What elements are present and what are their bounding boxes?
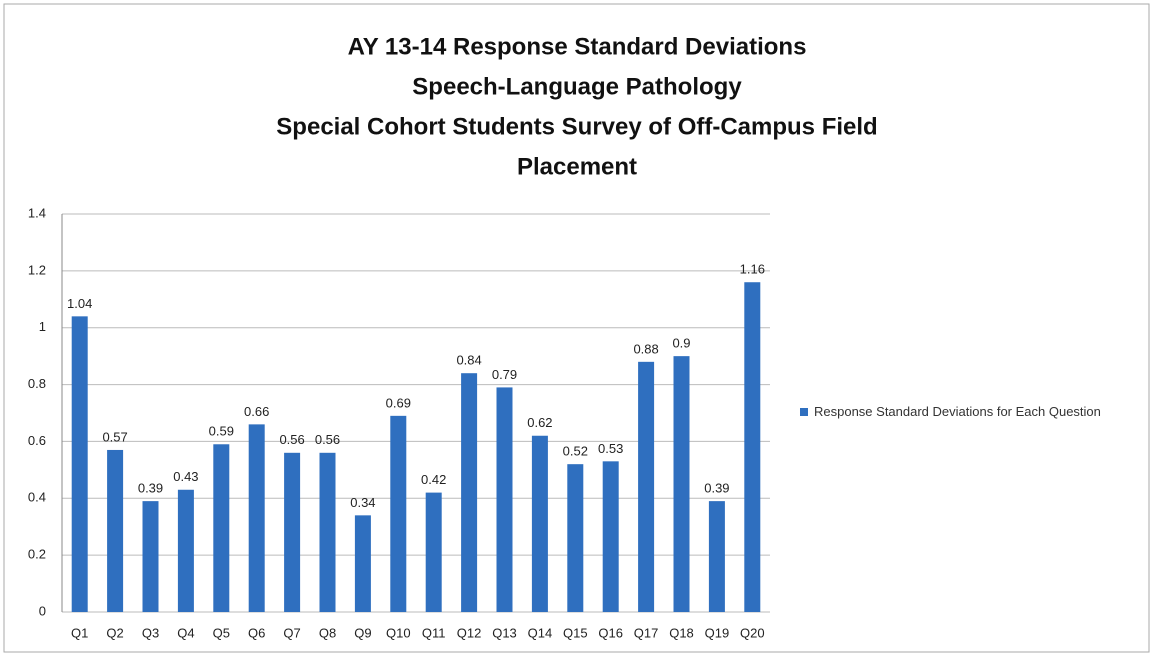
bar [531, 435, 548, 612]
data-label: 0.52 [563, 444, 588, 459]
bar [744, 282, 761, 612]
data-label: 0.62 [527, 415, 552, 430]
x-tick-label: Q19 [705, 625, 730, 640]
x-tick-label: Q7 [283, 625, 300, 640]
chart-title: Placement [517, 153, 637, 180]
y-tick-label: 0.8 [28, 376, 46, 391]
data-label: 1.16 [740, 262, 765, 277]
data-label: 0.59 [209, 424, 234, 439]
x-tick-label: Q13 [492, 625, 517, 640]
bar [71, 316, 88, 612]
data-label: 0.84 [456, 353, 481, 368]
y-tick-label: 0.2 [28, 547, 46, 562]
chart-title: Speech-Language Pathology [412, 73, 742, 100]
x-tick-label: Q4 [177, 625, 194, 640]
legend: Response Standard Deviations for Each Qu… [800, 402, 1153, 422]
bar [425, 492, 442, 612]
bar [390, 415, 407, 612]
y-tick-label: 0.4 [28, 490, 46, 505]
data-label: 0.57 [102, 429, 127, 444]
bar [567, 464, 584, 612]
x-tick-label: Q18 [669, 625, 694, 640]
legend-label: Response Standard Deviations for Each Qu… [814, 404, 1101, 419]
x-tick-label: Q12 [457, 625, 482, 640]
x-tick-label: Q9 [354, 625, 371, 640]
data-label: 0.79 [492, 367, 517, 382]
bar [638, 361, 655, 612]
x-tick-label: Q6 [248, 625, 265, 640]
x-tick-label: Q10 [386, 625, 411, 640]
x-tick-label: Q5 [213, 625, 230, 640]
bar [319, 452, 336, 612]
data-label: 0.53 [598, 441, 623, 456]
x-tick-label: Q3 [142, 625, 159, 640]
data-label: 0.34 [350, 495, 375, 510]
data-label: 0.42 [421, 472, 446, 487]
bar [107, 449, 124, 612]
x-tick-label: Q8 [319, 625, 336, 640]
data-label: 0.56 [315, 432, 340, 447]
bar [708, 501, 725, 612]
data-label: 0.43 [173, 469, 198, 484]
y-tick-label: 0 [39, 603, 46, 618]
y-tick-label: 1.2 [28, 262, 46, 277]
data-label: 0.56 [279, 432, 304, 447]
x-tick-label: Q11 [422, 625, 446, 640]
y-tick-label: 1.4 [28, 205, 46, 220]
x-tick-label: Q17 [634, 625, 659, 640]
data-label: 0.66 [244, 404, 269, 419]
data-label: 0.39 [704, 481, 729, 496]
legend-key [800, 408, 808, 416]
chart-title: AY 13-14 Response Standard Deviations [348, 33, 807, 60]
x-tick-label: Q16 [598, 625, 623, 640]
data-label: 0.88 [633, 341, 658, 356]
bar [602, 461, 619, 612]
bar [673, 356, 690, 612]
bar [142, 501, 159, 612]
bar [213, 444, 230, 612]
y-tick-label: 1 [39, 319, 46, 334]
bar [284, 452, 301, 612]
x-tick-label: Q2 [106, 625, 123, 640]
bar [177, 489, 194, 612]
data-label: 0.9 [672, 336, 690, 351]
bar [248, 424, 265, 612]
bar [461, 373, 478, 612]
bar [496, 387, 513, 612]
data-label: 0.39 [138, 481, 163, 496]
x-tick-label: Q15 [563, 625, 588, 640]
data-label: 1.04 [67, 296, 92, 311]
x-tick-label: Q1 [71, 625, 88, 640]
x-tick-label: Q20 [740, 625, 765, 640]
chart-title: Special Cohort Students Survey of Off-Ca… [276, 113, 877, 140]
y-tick-label: 0.6 [28, 433, 46, 448]
frame [3, 3, 1150, 653]
x-tick-label: Q14 [528, 625, 553, 640]
data-label: 0.69 [386, 395, 411, 410]
bar [354, 515, 371, 612]
